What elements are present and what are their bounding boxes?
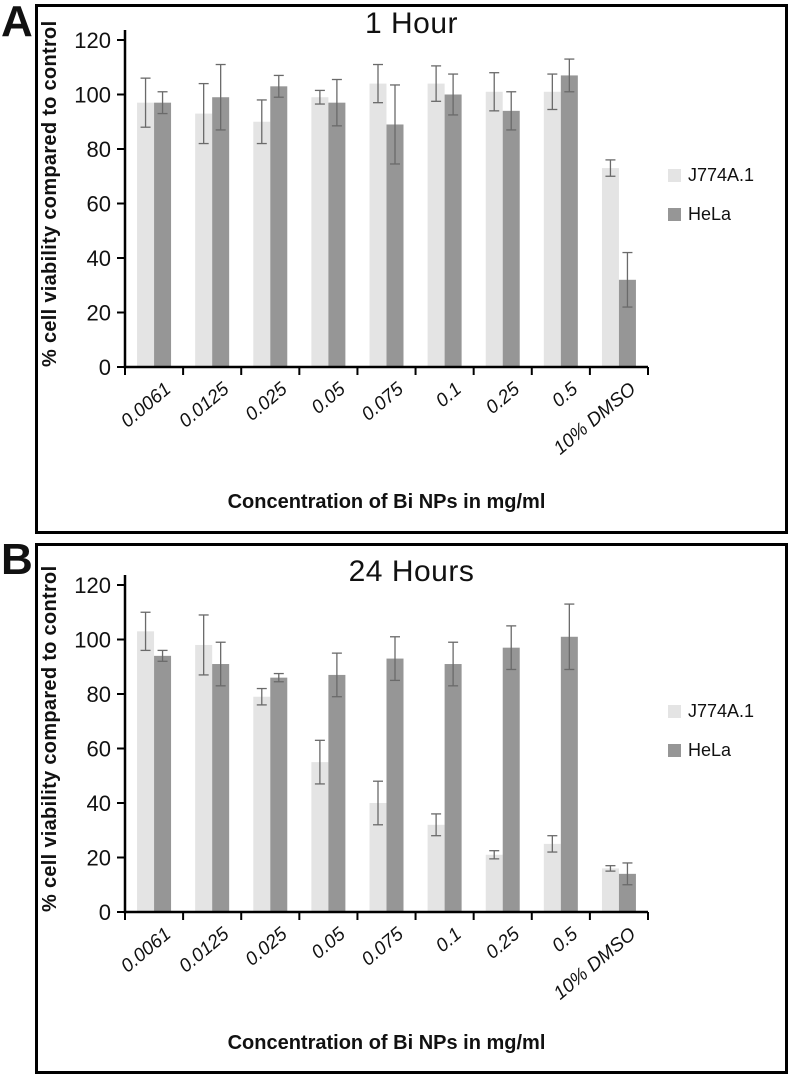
bar-j774a1: [369, 803, 387, 912]
panel-b-label: B: [1, 535, 33, 584]
legend-label-hela: HeLa: [688, 204, 732, 224]
y-tick-label: 60: [87, 192, 111, 217]
y-tick-label: 100: [74, 83, 111, 108]
legend-label-j774a1: J774A.1: [688, 165, 755, 185]
bar-hela: [502, 647, 520, 912]
x-category-label: 0.0061: [117, 379, 175, 432]
bar-hela: [270, 86, 288, 367]
x-category-label: 0.05: [308, 378, 350, 418]
legend-swatch-hela: [668, 208, 681, 221]
x-category-label: 0.075: [358, 923, 408, 970]
bar-chart-plot-a: 0.0061 0.0125 0.025 0.05 0.075 0.1 0.25 0.510% …: [74, 28, 649, 459]
panel-a-label: A: [1, 0, 33, 46]
y-tick-label: 120: [74, 573, 111, 598]
x-category-label: 0.075: [358, 378, 408, 425]
bar-hela: [328, 102, 346, 368]
bar-j774a1: [485, 91, 503, 368]
legend-swatch-j774a1: [668, 705, 681, 718]
x-category-label: 0.25: [482, 923, 524, 963]
panel-a: 0.0061 0.0125 0.025 0.05 0.075 0.1 0.25 0.5 10% …: [35, 4, 788, 534]
bar-j774a1: [601, 168, 619, 367]
bar-hela: [154, 655, 172, 912]
x-category-label: 0.25: [482, 378, 524, 418]
x-category-label: 0.0125: [175, 923, 233, 977]
legend-item-j774a1: J774A.1: [668, 701, 754, 722]
x-category-label: 0.0125: [175, 378, 233, 432]
bar-j774a1: [427, 83, 445, 367]
bar-chart-plot-b: 0.0061 0.0125 0.025 0.05 0.075 0.1 0.25 0.510% …: [74, 573, 649, 1004]
bar-hela: [618, 279, 636, 367]
y-tick-label: 0: [99, 355, 111, 380]
x-category-label: 0.0061: [117, 924, 175, 977]
bar-hela: [212, 664, 230, 912]
bar-hela: [618, 873, 636, 912]
y-tick-label: 20: [87, 846, 111, 871]
y-tick-label: 100: [74, 628, 111, 653]
x-category-label: 0.1: [432, 379, 466, 412]
y-tick-label: 120: [74, 28, 111, 53]
x-category-label: 0.1: [432, 924, 466, 957]
legend-label-j774a1: J774A.1: [688, 701, 755, 721]
bar-hela: [560, 636, 578, 912]
bar-hela: [444, 94, 462, 367]
bar-j774a1: [195, 113, 213, 367]
bar-j774a1: [485, 854, 503, 912]
bar-hela: [386, 658, 404, 912]
x-category-label: 0.025: [242, 378, 292, 425]
legend: J774A.1 HeLa: [668, 165, 754, 225]
bar-hela: [560, 75, 578, 368]
y-tick-label: 80: [87, 682, 111, 707]
bar-hela: [212, 97, 230, 367]
y-tick-label: 0: [99, 900, 111, 925]
bar-j774a1: [427, 824, 445, 912]
bar-j774a1: [311, 762, 329, 912]
y-tick-label: 60: [87, 737, 111, 762]
x-category-label: 0.025: [242, 923, 292, 970]
panel-b-title: 24 Hours: [348, 555, 475, 588]
y-tick-label: 20: [87, 301, 111, 326]
legend-item-j774a1: J774A.1: [668, 165, 754, 186]
y-tick-label: 80: [87, 137, 111, 162]
y-tick-label: 40: [87, 246, 111, 271]
y-axis-title: % cell viability compared to control: [39, 565, 61, 912]
bar-j774a1: [543, 843, 561, 912]
panel-a-title: 1 Hour: [364, 7, 459, 40]
x-category-label: 0.05: [308, 923, 350, 963]
x-category-label: 0.5: [548, 378, 582, 411]
x-axis-title: Concentration of Bi NPs in mg/ml: [227, 1032, 546, 1054]
bar-j774a1: [311, 97, 329, 367]
bar-j774a1: [195, 644, 213, 912]
bar-hela: [444, 664, 462, 912]
bar-j774a1: [253, 121, 271, 367]
bar-hela: [328, 674, 346, 912]
bar-hela: [386, 124, 404, 367]
legend-swatch-j774a1: [668, 169, 681, 182]
bar-hela: [502, 110, 520, 367]
bar-j774a1: [253, 696, 271, 912]
legend-label-hela: HeLa: [688, 740, 732, 760]
bar-j774a1: [137, 102, 155, 368]
panel-b: 0.0061 0.0125 0.025 0.05 0.075 0.1 0.25 0.5 10% …: [35, 543, 788, 1074]
legend-item-hela: HeLa: [668, 740, 754, 761]
bar-j774a1: [137, 631, 155, 912]
bar-j774a1: [543, 91, 561, 368]
bar-hela: [270, 677, 288, 912]
y-axis-title: % cell viability compared to control: [39, 20, 61, 367]
legend-item-hela: HeLa: [668, 204, 754, 225]
bar-j774a1: [601, 868, 619, 912]
y-tick-label: 40: [87, 791, 111, 816]
legend-swatch-hela: [668, 744, 681, 757]
bar-j774a1: [369, 83, 387, 367]
x-category-label: 0.5: [548, 923, 582, 956]
legend: J774A.1 HeLa: [668, 701, 754, 761]
bar-hela: [154, 102, 172, 368]
x-axis-title: Concentration of Bi NPs in mg/ml: [227, 491, 546, 513]
